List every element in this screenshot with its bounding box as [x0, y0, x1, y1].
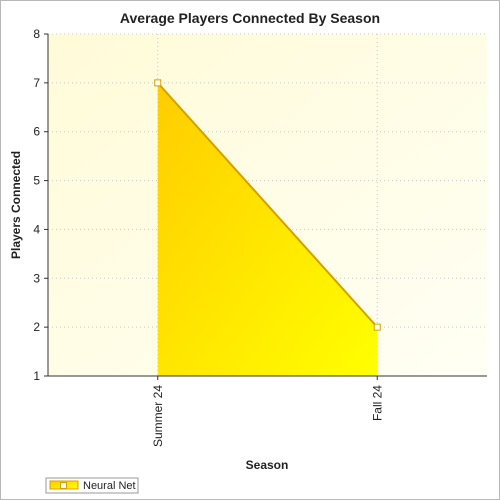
- y-axis-title: Players Connected: [9, 151, 23, 259]
- y-tick-label: 4: [33, 222, 40, 236]
- legend-label: Neural Net: [83, 480, 136, 492]
- y-tick-label: 7: [33, 76, 40, 90]
- series-line: [157, 82, 378, 328]
- data-point-marker: [154, 79, 162, 87]
- x-tick-label: Fall 24: [370, 385, 384, 421]
- area-fill: [157, 82, 378, 376]
- y-tick-label: 8: [33, 27, 40, 41]
- legend: Neural Net: [45, 477, 139, 494]
- legend-marker: [60, 482, 67, 489]
- y-tick-label: 6: [33, 125, 40, 139]
- x-axis-title: Season: [246, 458, 289, 472]
- y-axis-ticks: 1 2 3 4 5 6 7 8: [33, 27, 48, 383]
- data-point-marker: [373, 323, 381, 331]
- chart-title: Average Players Connected By Season: [120, 10, 380, 26]
- y-tick-label: 1: [33, 369, 40, 383]
- x-axis-ticks: Summer 24 Fall 24: [151, 376, 384, 447]
- y-tick-label: 3: [33, 271, 40, 285]
- y-tick-label: 2: [33, 320, 40, 334]
- y-tick-label: 5: [33, 174, 40, 188]
- area-layer: [154, 79, 381, 376]
- x-tick-label: Summer 24: [151, 385, 165, 447]
